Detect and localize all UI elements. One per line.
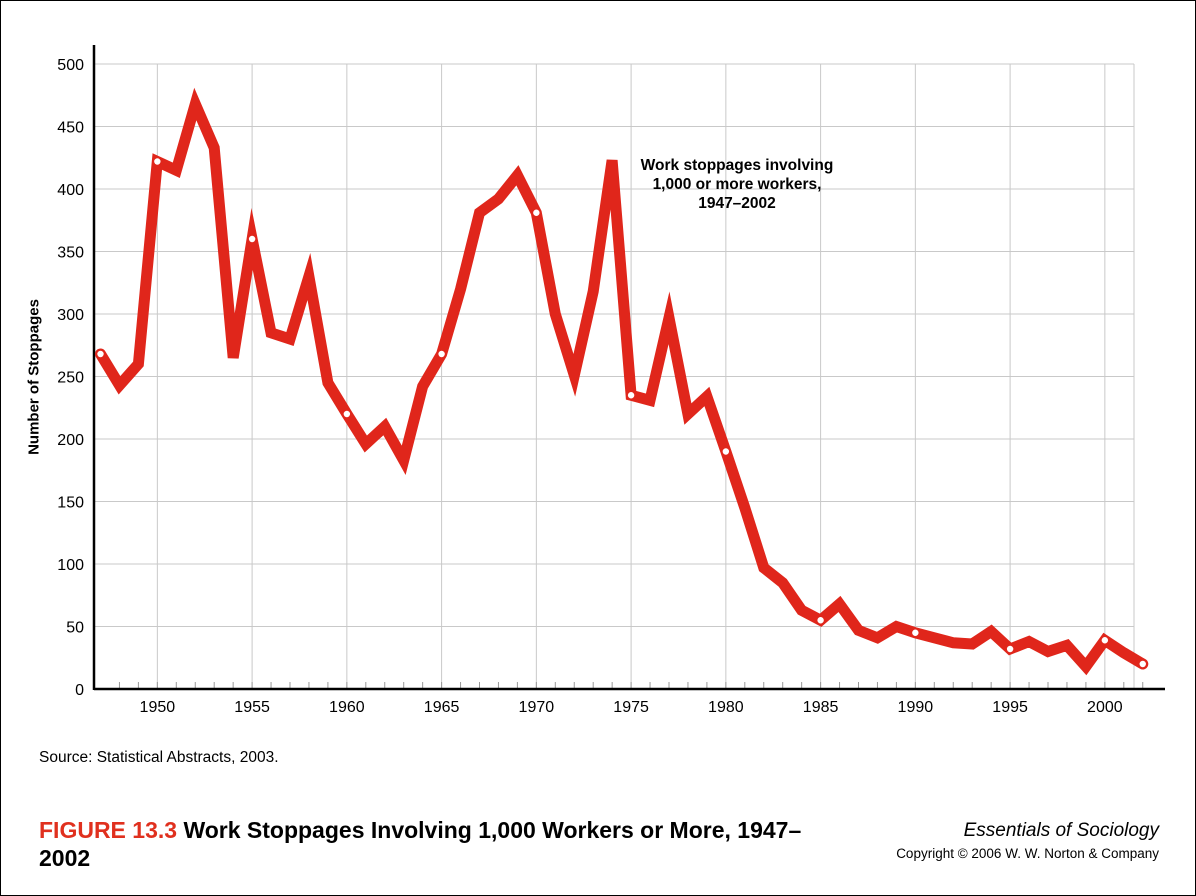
data-point-marker bbox=[1101, 637, 1109, 644]
data-point-marker bbox=[533, 209, 540, 216]
figure-number: FIGURE 13.3 bbox=[39, 817, 178, 843]
data-point-marker bbox=[912, 629, 919, 636]
axes bbox=[92, 45, 1165, 691]
copyright-line: Copyright © 2006 W. W. Norton & Company bbox=[896, 846, 1159, 861]
figure-title: Work Stoppages Involving 1,000 Workers o… bbox=[39, 817, 802, 871]
x-tick-label: 2000 bbox=[1087, 699, 1123, 716]
publisher-block: Essentials of Sociology Copyright © 2006… bbox=[896, 820, 1159, 861]
book-title: Essentials of Sociology bbox=[963, 820, 1159, 841]
data-point-marker bbox=[97, 350, 104, 358]
data-point-marker bbox=[248, 235, 256, 243]
figure-caption: FIGURE 13.3 Work Stoppages Involving 1,0… bbox=[39, 816, 819, 872]
series-line bbox=[95, 87, 1149, 676]
x-tick-label: 1985 bbox=[803, 699, 839, 716]
x-tick-label: 1955 bbox=[234, 699, 270, 716]
data-point-marker bbox=[1006, 645, 1014, 653]
x-tick-label: 1970 bbox=[519, 699, 555, 716]
y-tick-label: 250 bbox=[57, 370, 84, 387]
data-point-marker bbox=[722, 448, 730, 455]
gridlines bbox=[94, 63, 1144, 689]
y-tick-label: 350 bbox=[57, 245, 84, 262]
tick-labels: 0 50 100 150 200 250 300 350 400 450 500 1950 1955 19… bbox=[57, 57, 1122, 716]
y-axis-label: Number of Stoppages bbox=[25, 299, 43, 455]
y-tick-label: 500 bbox=[57, 57, 84, 74]
data-point-marker bbox=[627, 392, 635, 399]
source-note: Source: Statistical Abstracts, 2003. bbox=[39, 749, 279, 766]
y-tick-label: 300 bbox=[57, 307, 84, 324]
annotation-line-3: 1947–2002 bbox=[698, 195, 776, 212]
data-series bbox=[95, 87, 1149, 676]
x-tick-label: 1990 bbox=[898, 699, 934, 716]
y-tick-label: 150 bbox=[57, 495, 84, 512]
x-tick-label: 1980 bbox=[708, 699, 744, 716]
x-tick-label: 1975 bbox=[613, 699, 649, 716]
x-tick-label: 1965 bbox=[424, 699, 460, 716]
y-tick-label: 0 bbox=[75, 682, 84, 699]
annotation-line-1: Work stoppages involving bbox=[640, 157, 834, 174]
x-tick-label: 1995 bbox=[992, 699, 1028, 716]
chart-annotation: Work stoppages involving 1,000 or more w… bbox=[612, 156, 862, 213]
x-tick-label: 1960 bbox=[329, 699, 365, 716]
data-point-marker bbox=[817, 617, 824, 624]
y-tick-label: 100 bbox=[57, 557, 84, 574]
y-tick-label: 450 bbox=[57, 120, 84, 137]
data-point-marker bbox=[438, 350, 445, 358]
y-tick-label: 50 bbox=[66, 620, 84, 637]
y-tick-label: 200 bbox=[57, 432, 84, 449]
data-point-marker bbox=[1139, 660, 1146, 668]
annotation-line-2: 1,000 or more workers, bbox=[652, 176, 822, 193]
x-tick-label: 1950 bbox=[140, 699, 176, 716]
data-point-marker bbox=[343, 410, 351, 418]
y-tick-label: 400 bbox=[57, 182, 84, 199]
data-point-marker bbox=[154, 158, 161, 165]
